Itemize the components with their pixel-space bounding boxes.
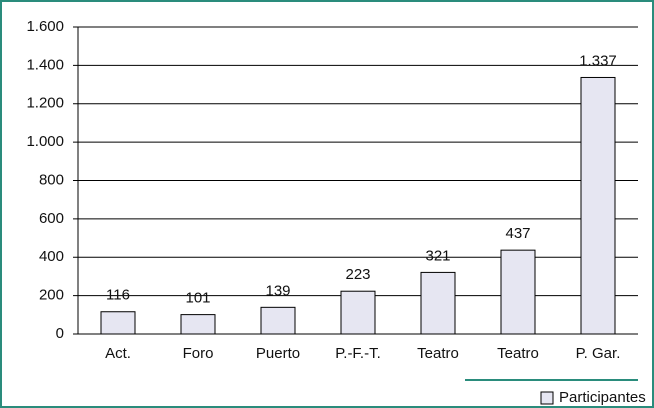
- data-label: 321: [425, 247, 450, 264]
- data-label: 437: [505, 225, 530, 242]
- x-tick-label: Foro: [183, 345, 214, 362]
- bar: [180, 314, 216, 335]
- bar: [420, 271, 456, 335]
- bar: [580, 76, 616, 335]
- data-label: 139: [265, 282, 290, 299]
- y-tick-label: 1.000: [26, 133, 64, 150]
- y-tick-label: 400: [39, 248, 64, 265]
- bar: [260, 306, 296, 335]
- y-tick-label: 0: [56, 325, 64, 342]
- y-tick-label: 1.200: [26, 95, 64, 112]
- bar: [500, 249, 536, 335]
- y-tick-label: 600: [39, 210, 64, 227]
- x-tick-label: Teatro: [417, 345, 459, 362]
- y-tick-label: 1.400: [26, 56, 64, 73]
- data-label: 223: [345, 266, 370, 283]
- bar: [340, 290, 376, 335]
- legend-swatch: [540, 391, 554, 405]
- data-label: 101: [185, 290, 210, 307]
- x-tick-label: P.-F.-T.: [335, 345, 381, 362]
- x-tick-label: P. Gar.: [576, 345, 621, 362]
- data-label: 1.337: [579, 52, 617, 69]
- y-tick-label: 800: [39, 171, 64, 188]
- bar: [100, 311, 136, 335]
- legend-label: Participantes: [559, 389, 646, 406]
- y-tick-label: 1.600: [26, 18, 64, 35]
- x-tick-label: Teatro: [497, 345, 539, 362]
- y-tick-label: 200: [39, 287, 64, 304]
- x-tick-label: Act.: [105, 345, 131, 362]
- data-label: 116: [106, 287, 130, 304]
- x-tick-label: Puerto: [256, 345, 300, 362]
